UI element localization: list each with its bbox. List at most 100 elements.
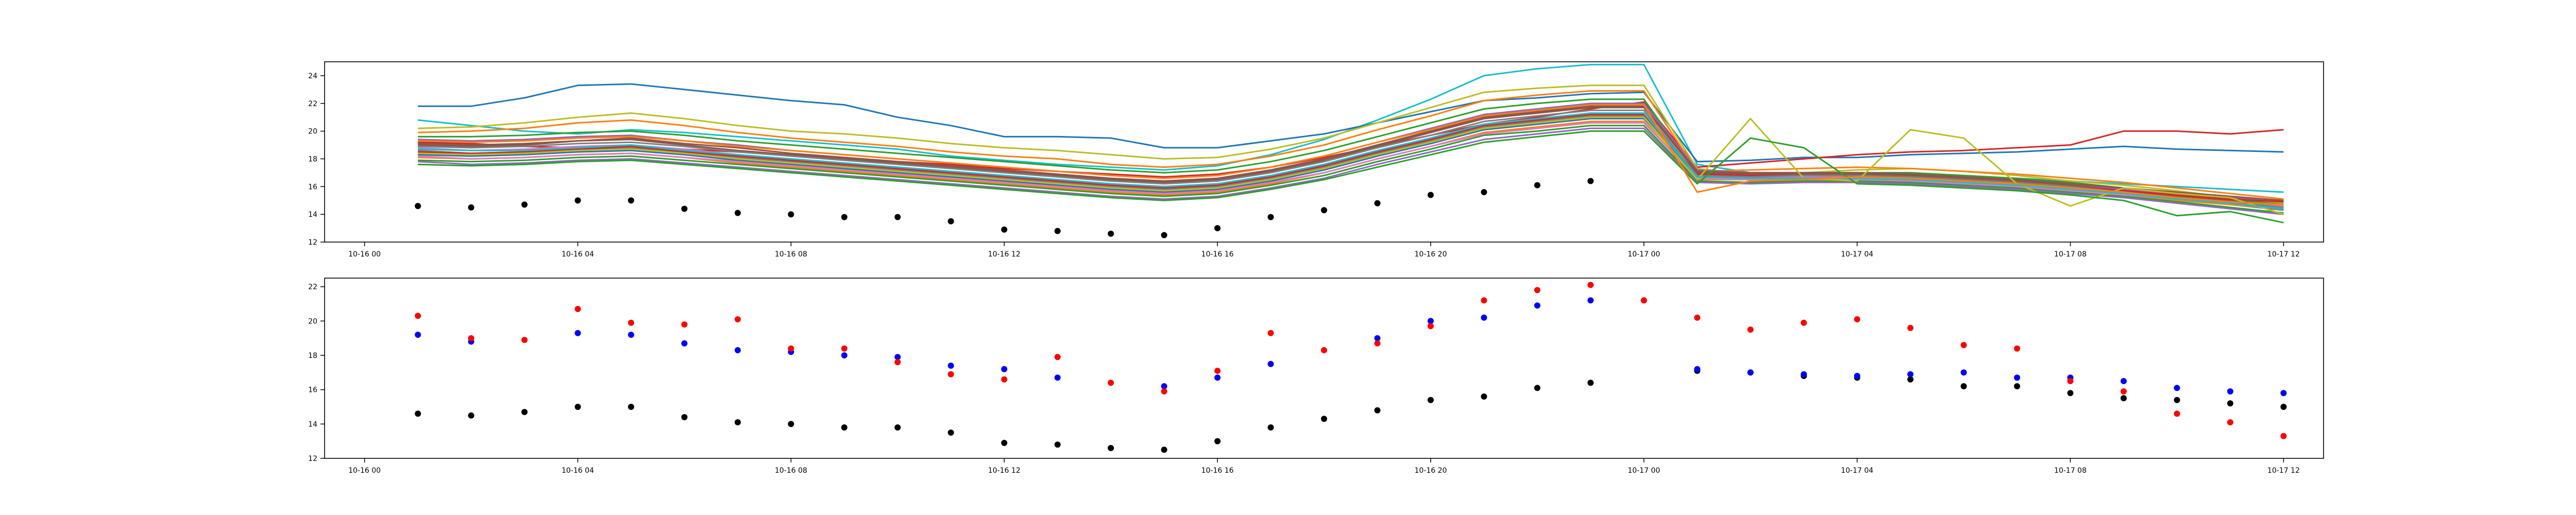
scatter-point xyxy=(2067,378,2074,384)
x-tick-label: 10-17 12 xyxy=(2267,250,2300,259)
reference-point xyxy=(1161,232,1167,238)
scatter-point xyxy=(894,359,901,366)
x-tick-label: 10-17 08 xyxy=(2054,467,2087,475)
scatter-point xyxy=(2280,390,2287,397)
scatter-point xyxy=(2121,395,2127,402)
series-line xyxy=(418,116,2284,215)
scatter-point xyxy=(1534,385,1540,391)
scatter-point xyxy=(1907,324,1914,331)
scatter-point xyxy=(1481,393,1487,400)
scatter-point xyxy=(521,337,528,343)
scatter-point xyxy=(1374,407,1381,414)
scatter-point xyxy=(2280,404,2287,410)
scatter-point xyxy=(1001,376,1008,383)
x-tick-label: 10-16 04 xyxy=(562,250,594,259)
scatter-point xyxy=(1801,371,1807,377)
scatter-point xyxy=(788,345,794,352)
scatter-point xyxy=(1694,314,1701,321)
reference-point xyxy=(521,201,528,208)
scatter-point xyxy=(1161,447,1167,453)
y-tick-label: 14 xyxy=(308,420,317,428)
scatter-point xyxy=(1321,416,1327,422)
scatter-point xyxy=(1747,327,1754,333)
y-tick-label: 22 xyxy=(308,283,317,291)
reference-point xyxy=(1001,226,1008,233)
scatter-point xyxy=(1640,297,1647,304)
y-tick-label: 18 xyxy=(308,155,317,163)
x-tick-label: 10-17 08 xyxy=(2054,250,2087,259)
scatter-point xyxy=(2014,374,2021,381)
x-tick-label: 10-16 20 xyxy=(1414,467,1447,475)
y-tick-label: 14 xyxy=(308,211,317,219)
x-tick-label: 10-16 12 xyxy=(988,250,1021,259)
scatter-point xyxy=(1108,380,1114,386)
series-line xyxy=(418,122,2284,207)
scatter-point xyxy=(1481,314,1487,321)
scatter-point xyxy=(734,347,741,353)
scatter-point xyxy=(1427,323,1434,330)
scatter-point xyxy=(1161,388,1167,394)
scatter-point xyxy=(415,332,421,338)
axes-frame xyxy=(324,61,2324,243)
scatter-point xyxy=(894,424,901,431)
series-line xyxy=(418,83,2284,163)
reference-point xyxy=(788,211,794,218)
bottom-panel: 10-16 00 10-16 04 10-16 08 10-16 12 10-16 16… xyxy=(308,278,2324,475)
scatter-point xyxy=(628,332,634,338)
scatter-point xyxy=(1321,347,1327,353)
scatter-point xyxy=(841,424,848,431)
x-tick-label: 10-16 04 xyxy=(562,467,594,475)
reference-point xyxy=(1534,182,1540,188)
reference-point xyxy=(1321,207,1327,214)
scatter-point xyxy=(841,352,848,358)
reference-point xyxy=(947,218,954,225)
x-tick-label: 10-16 16 xyxy=(1201,467,1234,475)
x-tick-label: 10-17 04 xyxy=(1841,467,1873,475)
reference-point xyxy=(1587,178,1594,184)
reference-point xyxy=(1267,214,1274,220)
reference-point xyxy=(1108,230,1114,237)
scatter-point xyxy=(1481,297,1487,304)
series-line xyxy=(418,127,2284,215)
scatter-point xyxy=(2280,433,2287,439)
scatter-point xyxy=(1267,424,1274,431)
scatter-point xyxy=(681,414,688,420)
y-tick-label: 24 xyxy=(308,72,317,80)
scatter-point xyxy=(1267,360,1274,367)
scatter-point xyxy=(468,335,474,341)
scatter-point xyxy=(1534,302,1540,309)
y-tick-label: 18 xyxy=(308,352,317,360)
scatter-point xyxy=(2227,400,2233,407)
series-line xyxy=(418,105,2284,201)
scatter-point xyxy=(947,371,954,377)
scatter-point xyxy=(1161,383,1167,389)
scatter-point xyxy=(521,409,528,415)
scatter-point xyxy=(681,340,688,347)
scatter-point xyxy=(947,430,954,436)
scatter-point xyxy=(415,410,421,417)
x-tick-label: 10-16 08 xyxy=(775,467,807,475)
scatter-point xyxy=(841,345,848,352)
scatter-point xyxy=(574,330,581,336)
scatter-point xyxy=(1427,397,1434,403)
y-tick-label: 12 xyxy=(308,455,317,463)
scatter-point xyxy=(2014,383,2021,389)
axes-frame xyxy=(324,278,2324,459)
series-line xyxy=(418,107,2284,207)
scatter-point xyxy=(1108,445,1114,451)
reference-point xyxy=(1427,192,1434,198)
series-line xyxy=(418,90,2284,200)
scatter-point xyxy=(1054,441,1061,448)
x-tick-label: 10-17 00 xyxy=(1628,250,1660,259)
y-tick-label: 16 xyxy=(308,183,317,191)
scatter-point xyxy=(1907,371,1914,377)
x-tick-label: 10-16 16 xyxy=(1201,250,1234,259)
scatter-point xyxy=(1214,374,1221,381)
scatter-point xyxy=(1214,438,1221,444)
scatter-point xyxy=(628,319,634,326)
reference-point xyxy=(1374,200,1381,207)
scatter-point xyxy=(2174,410,2180,417)
series-line xyxy=(418,117,2284,209)
scatter-point xyxy=(1001,440,1008,446)
